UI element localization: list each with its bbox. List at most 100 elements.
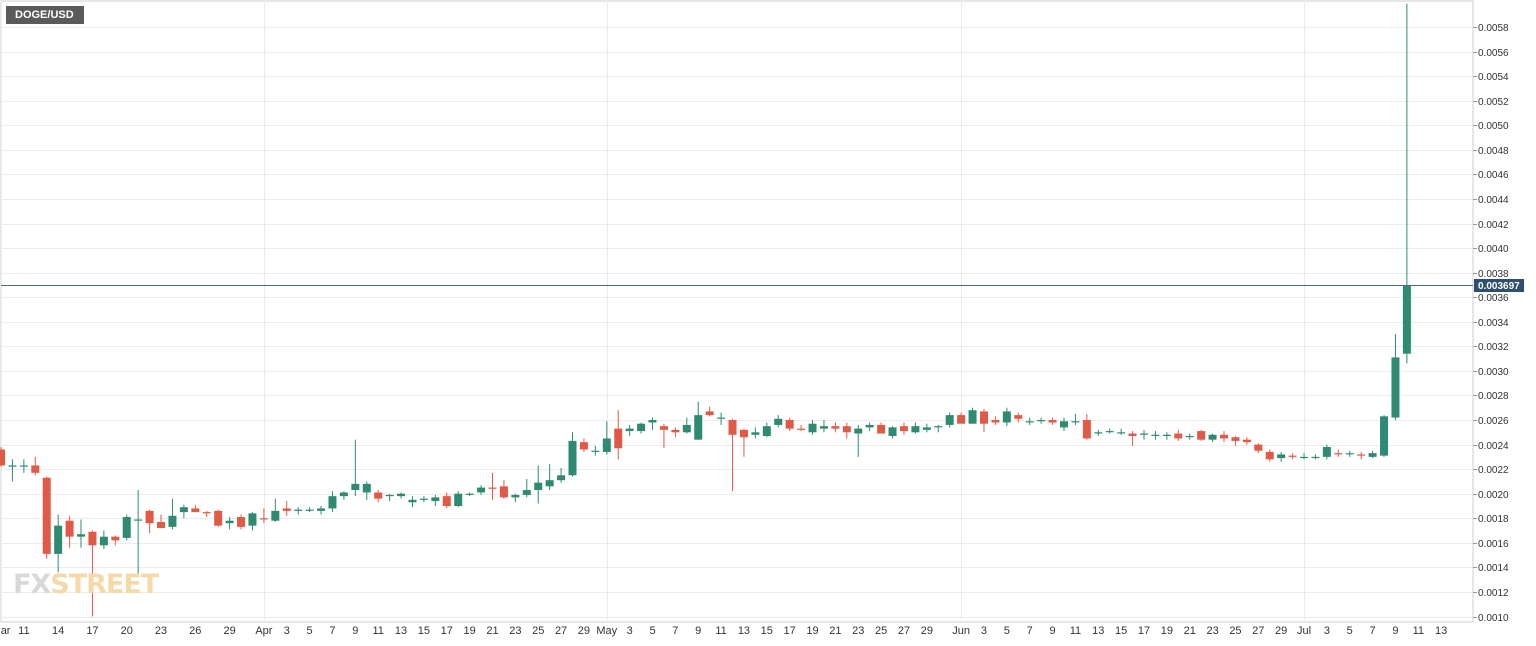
x-tick-label: 19	[464, 625, 476, 637]
candle-body	[957, 415, 966, 424]
candle	[1197, 429, 1206, 441]
candle-body	[397, 493, 406, 497]
x-tick-label: 13	[395, 625, 407, 637]
x-tick-label: 5	[1347, 625, 1353, 637]
candle	[1059, 417, 1068, 432]
candle-body	[214, 510, 223, 526]
x-tick-label: Jul	[1297, 625, 1311, 637]
x-tick-label: 27	[1252, 625, 1264, 637]
plot-area	[0, 0, 1474, 623]
candle-body	[499, 486, 508, 498]
y-tick-label: 0.0010	[1478, 613, 1509, 624]
candle-body	[522, 490, 531, 495]
candle	[1265, 449, 1274, 462]
x-tick-label: 11	[372, 625, 383, 637]
candle	[237, 514, 246, 530]
candle	[99, 530, 108, 549]
candle-body	[545, 480, 554, 487]
candle	[819, 420, 828, 433]
x-tick-label: 27	[555, 625, 567, 637]
candle-body	[134, 519, 143, 521]
y-tick-label: 0.0042	[1478, 220, 1509, 231]
candle-body	[1071, 421, 1080, 423]
candle-body	[328, 496, 337, 509]
candle	[202, 510, 211, 518]
candle-body	[351, 483, 360, 491]
y-tick-label: 0.0050	[1478, 121, 1509, 132]
candle	[431, 494, 440, 506]
x-tick-label: 9	[1049, 625, 1055, 637]
candle-body	[888, 427, 897, 436]
x-tick-label: 13	[1092, 625, 1104, 637]
x-tick-label: 26	[189, 625, 201, 637]
candle	[65, 515, 74, 548]
candle	[1368, 450, 1377, 459]
candle	[899, 422, 908, 435]
candle-body	[682, 424, 691, 433]
candle	[1288, 453, 1297, 460]
candle	[294, 507, 303, 515]
candle	[191, 504, 200, 513]
x-tick-label: 17	[441, 625, 453, 637]
y-tick-label: 0.0058	[1478, 23, 1509, 34]
x-tick-label: 15	[418, 625, 430, 637]
candle	[831, 422, 840, 433]
candle-body	[854, 428, 863, 434]
y-tick-label: 0.0040	[1478, 244, 1509, 255]
axes: 0.0010 0.0012 0.0014 0.0016 0.0018 0.0020 0.00…	[0, 23, 1524, 637]
candle	[1391, 334, 1400, 421]
candle-body	[728, 420, 737, 435]
candle-body	[648, 420, 657, 423]
candle	[454, 491, 463, 508]
candle	[797, 424, 806, 432]
candle-body	[431, 497, 440, 502]
x-tick-label: 21	[1184, 625, 1196, 637]
candle	[911, 422, 920, 434]
candle	[865, 422, 874, 432]
x-tick-label: 17	[784, 625, 796, 637]
candle-body	[1231, 437, 1240, 441]
candle	[1208, 433, 1217, 443]
candle-body	[374, 492, 383, 499]
candle	[1048, 417, 1057, 425]
y-tick-label: 0.0054	[1478, 72, 1509, 83]
candle	[1357, 451, 1366, 460]
y-tick-label: 0.0044	[1478, 195, 1509, 206]
candle-body	[202, 512, 211, 514]
candle	[1071, 413, 1080, 425]
x-tick-label: 17	[1138, 625, 1150, 637]
candle	[54, 514, 63, 573]
x-tick-label: 20	[121, 625, 133, 637]
candle-body	[294, 509, 303, 511]
candle-body	[797, 428, 806, 430]
candle	[1231, 435, 1240, 446]
y-tick-label: 0.0016	[1478, 539, 1509, 550]
current-price-label: 0.003697	[1478, 281, 1520, 292]
candle-body	[191, 508, 200, 513]
candle	[1128, 431, 1137, 446]
candle-body	[865, 424, 874, 428]
y-tick-label: 0.0046	[1478, 170, 1509, 181]
candle-body	[751, 432, 760, 435]
candle-body	[877, 424, 886, 434]
candle	[465, 492, 474, 497]
x-tick-label: 7	[329, 625, 335, 637]
candle-body	[1391, 357, 1400, 418]
candle-body	[1128, 433, 1137, 436]
candle	[317, 505, 326, 515]
candle-body	[19, 465, 28, 467]
candle-body	[659, 426, 668, 430]
candle	[111, 535, 120, 546]
current-price-badge	[1474, 279, 1524, 292]
candle-body	[922, 427, 931, 430]
candle	[442, 492, 451, 509]
x-tick-label: 29	[578, 625, 590, 637]
candle	[1345, 450, 1354, 457]
candle	[877, 422, 886, 434]
candle	[728, 418, 737, 492]
candle-body	[465, 493, 474, 495]
candle	[77, 519, 86, 548]
candle-body	[385, 494, 394, 497]
candle	[1277, 451, 1286, 462]
